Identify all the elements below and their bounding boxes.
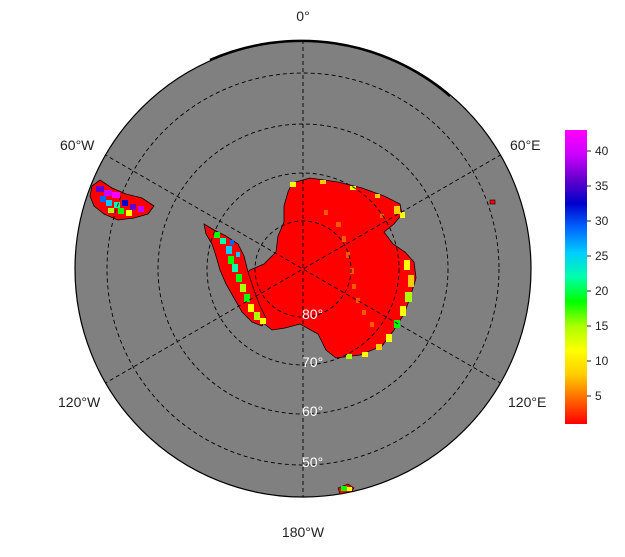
lat-label-60: 60°	[302, 403, 323, 419]
interior-cell	[370, 322, 374, 327]
colorbar-tick-label: 20	[595, 284, 609, 298]
coast-color-cell	[104, 190, 112, 196]
coast-color-cell	[362, 352, 368, 357]
coast-color-cell	[232, 264, 238, 272]
coast-color-cell	[375, 194, 380, 198]
coast-color-cell	[341, 486, 347, 491]
lon-label-60w: 60°W	[60, 137, 95, 153]
lat-label-50: 50°	[302, 454, 323, 470]
lon-label-60e: 60°E	[510, 137, 541, 153]
coast-color-cell	[130, 204, 136, 210]
coast-color-cell	[112, 192, 120, 198]
coast-color-cell	[138, 206, 144, 212]
colorbar-tick-label: 10	[595, 354, 609, 368]
interior-cell	[356, 298, 360, 303]
map-content	[89, 41, 503, 497]
colorbar-ticks: 5 10 15 20 25 30 35 40	[587, 144, 609, 403]
coast-color-cell	[228, 256, 234, 264]
coast-color-cell	[244, 294, 250, 302]
coast-color-cell	[347, 487, 352, 491]
coast-color-cell	[394, 206, 400, 214]
coast-color-cell	[214, 232, 220, 238]
coast-color-cell	[346, 354, 352, 359]
colorbar-tick-label: 25	[595, 249, 609, 263]
coast-color-cell	[320, 180, 326, 184]
graticule	[103, 41, 503, 497]
colorbar: 5 10 15 20 25 30 35 40	[565, 130, 609, 424]
coast-color-cell	[386, 334, 392, 342]
coast-color-cell	[236, 252, 240, 257]
lon-label-120w: 120°W	[58, 394, 101, 410]
interior-cell	[336, 222, 341, 227]
coast-color-cell	[122, 200, 128, 206]
lon-label-180w: 180°W	[282, 524, 325, 540]
interior-cell	[346, 252, 350, 258]
coast-color-cell	[118, 208, 124, 214]
lon-label-0: 0°	[296, 8, 309, 24]
lon-label-120e: 120°E	[508, 394, 546, 410]
coast-color-cell	[100, 196, 106, 202]
coast-color-cell	[408, 275, 414, 287]
interior-cell	[342, 236, 346, 242]
interior-variation-marks	[324, 210, 384, 327]
interior-cell	[350, 268, 354, 274]
coast-color-cell	[400, 306, 406, 316]
coast-color-cell	[254, 312, 260, 320]
coast-color-cell	[405, 292, 412, 302]
coast-color-cell	[106, 200, 112, 206]
coast-color-cell	[126, 210, 132, 216]
colorbar-tick-label: 30	[595, 214, 609, 228]
interior-cell	[380, 214, 384, 218]
latitude-circle	[254, 220, 352, 318]
latitude-circle	[106, 72, 500, 466]
coast-color-cell	[96, 186, 104, 192]
map-border-highlight	[209, 39, 451, 97]
coast-color-cell	[114, 202, 120, 208]
antarctic-peninsula	[203, 223, 267, 327]
coast-color-cell	[400, 212, 405, 218]
coast-color-cell	[240, 284, 246, 292]
coast-color-cell	[236, 274, 242, 282]
colorbar-tick-label: 40	[595, 144, 609, 158]
coast-color-cell	[108, 208, 114, 213]
lat-label-70: 70°	[302, 354, 323, 370]
colorbar-tick-label: 35	[595, 179, 609, 193]
coast-color-cell	[290, 182, 296, 187]
colorbar-tick-label: 15	[595, 319, 609, 333]
colorbar-tick-label: 5	[595, 389, 602, 403]
lat-label-80: 80°	[302, 306, 323, 322]
interior-cell	[362, 310, 366, 315]
coast-color-cell	[260, 318, 266, 324]
coast-color-cell	[350, 186, 356, 190]
interior-cell	[352, 284, 356, 289]
coast-color-cell	[404, 260, 410, 270]
colorbar-ramp	[565, 130, 587, 424]
island-small-east	[489, 199, 496, 205]
coast-color-cell	[220, 238, 226, 244]
coast-color-cell	[226, 246, 232, 254]
interior-cell	[324, 210, 328, 215]
coast-color-cell	[230, 240, 234, 245]
coast-color-cell	[394, 320, 400, 328]
coast-color-cell	[248, 304, 254, 312]
coastal-color-band	[96, 180, 414, 491]
coast-color-cell	[376, 344, 382, 350]
